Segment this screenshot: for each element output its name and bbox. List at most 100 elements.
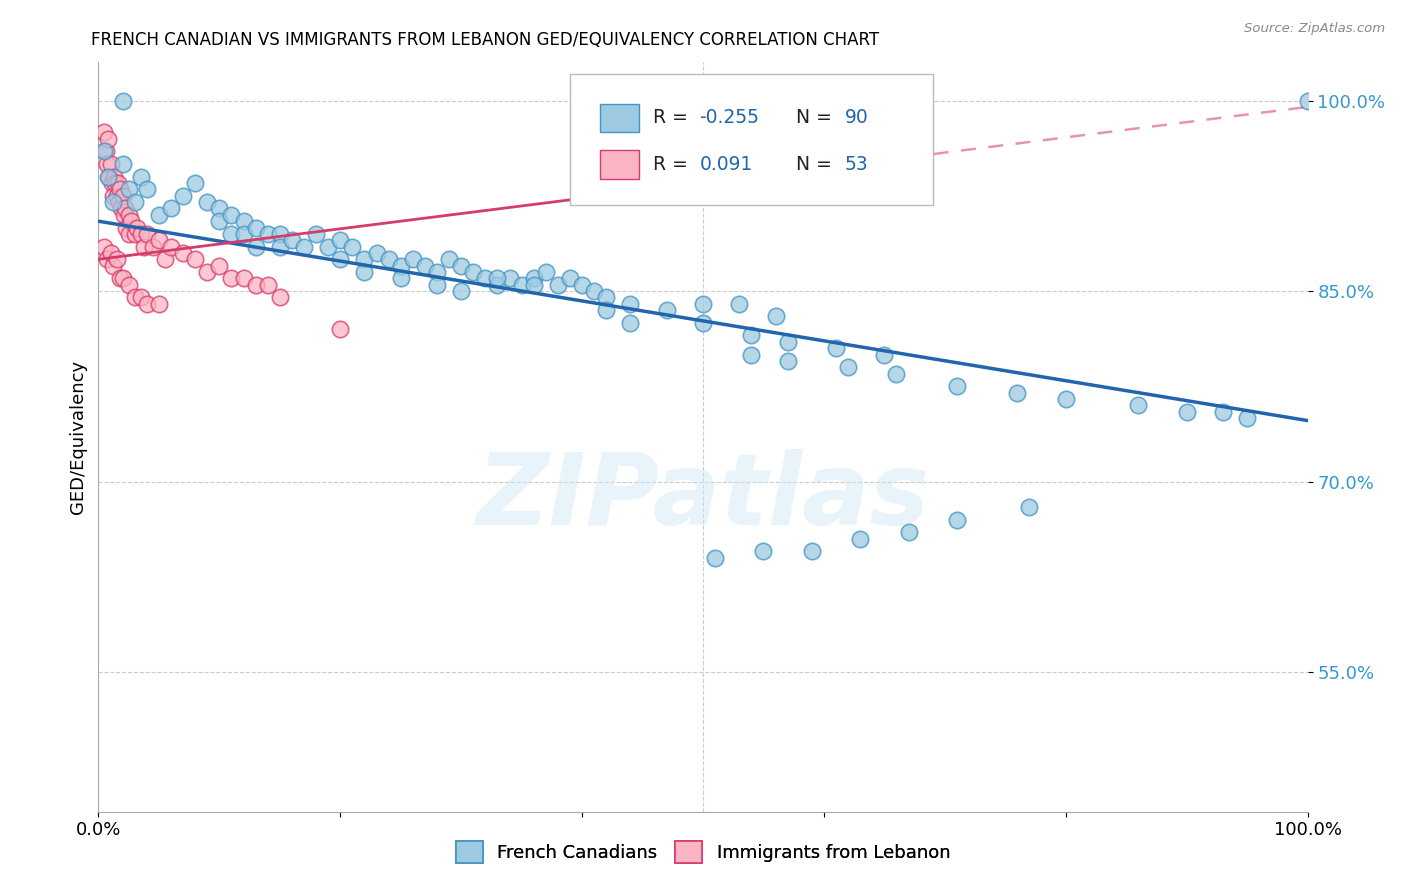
Point: [619, 297, 641, 311]
Point: [619, 316, 641, 330]
Point: [124, 227, 146, 241]
Point: [104, 176, 127, 190]
Point: [107, 176, 129, 190]
Point: [1007, 385, 1029, 400]
Point: [897, 525, 920, 540]
Text: FRENCH CANADIAN VS IMMIGRANTS FROM LEBANON GED/EQUIVALENCY CORRELATION CHART: FRENCH CANADIAN VS IMMIGRANTS FROM LEBAN…: [91, 31, 880, 49]
Point: [510, 277, 533, 292]
Point: [118, 208, 141, 222]
Point: [1018, 500, 1040, 514]
Point: [595, 303, 617, 318]
Point: [184, 252, 207, 267]
Point: [342, 239, 364, 253]
Point: [305, 227, 328, 241]
Point: [437, 252, 460, 267]
Point: [120, 214, 142, 228]
Point: [245, 239, 267, 253]
Point: [704, 550, 727, 565]
Point: [329, 322, 352, 336]
FancyBboxPatch shape: [600, 103, 638, 132]
Point: [115, 220, 138, 235]
Point: [558, 271, 581, 285]
Point: [413, 259, 436, 273]
Point: [96, 252, 118, 267]
Point: [486, 277, 509, 292]
Text: R =: R =: [654, 155, 700, 174]
Point: [353, 252, 375, 267]
Point: [256, 277, 278, 292]
Point: [329, 252, 352, 267]
Point: [118, 182, 141, 196]
Point: [135, 227, 157, 241]
Point: [97, 169, 120, 184]
Point: [837, 360, 859, 375]
Point: [269, 227, 291, 241]
Point: [101, 259, 124, 273]
Point: [129, 169, 152, 184]
Point: [946, 513, 969, 527]
Point: [195, 195, 218, 210]
Text: 53: 53: [845, 155, 869, 174]
Point: [366, 246, 388, 260]
Point: [93, 239, 115, 253]
Point: [134, 239, 156, 253]
Point: [402, 252, 425, 267]
Point: [692, 316, 714, 330]
Point: [486, 271, 509, 285]
Point: [184, 176, 207, 190]
Point: [124, 290, 146, 304]
Point: [108, 182, 131, 196]
Point: [232, 214, 254, 228]
Point: [389, 271, 412, 285]
Point: [221, 271, 243, 285]
Text: -0.255: -0.255: [699, 109, 759, 128]
Point: [101, 195, 124, 210]
Point: [1212, 405, 1234, 419]
Point: [135, 297, 157, 311]
Point: [101, 188, 124, 202]
Point: [105, 188, 128, 202]
Text: R =: R =: [654, 109, 695, 128]
Point: [1128, 398, 1150, 412]
Point: [825, 341, 848, 355]
Point: [172, 246, 194, 260]
Point: [135, 182, 157, 196]
Point: [752, 544, 775, 558]
Point: [377, 252, 399, 267]
Point: [97, 131, 120, 145]
Point: [256, 227, 278, 241]
Point: [329, 233, 352, 247]
Point: [450, 284, 472, 298]
Text: N =: N =: [796, 109, 838, 128]
Point: [353, 265, 375, 279]
Point: [474, 271, 496, 285]
Point: [208, 202, 231, 216]
Text: N =: N =: [796, 155, 838, 174]
Point: [765, 310, 787, 324]
Point: [281, 233, 304, 247]
Point: [523, 277, 546, 292]
Point: [142, 239, 165, 253]
Point: [103, 169, 125, 184]
Point: [195, 265, 218, 279]
Point: [105, 252, 128, 267]
Point: [692, 297, 714, 311]
FancyBboxPatch shape: [600, 150, 638, 178]
Point: [1054, 392, 1077, 406]
Point: [740, 328, 762, 343]
Text: 90: 90: [845, 109, 869, 128]
Point: [389, 259, 412, 273]
Point: [232, 227, 254, 241]
Point: [108, 271, 131, 285]
Point: [534, 265, 557, 279]
Point: [96, 157, 118, 171]
Point: [160, 202, 183, 216]
Text: ZIPatlas: ZIPatlas: [477, 449, 929, 546]
Point: [728, 297, 751, 311]
Point: [124, 195, 146, 210]
Point: [547, 277, 569, 292]
Point: [245, 220, 267, 235]
Text: Source: ZipAtlas.com: Source: ZipAtlas.com: [1244, 22, 1385, 36]
Point: [93, 125, 115, 139]
Point: [148, 233, 170, 247]
